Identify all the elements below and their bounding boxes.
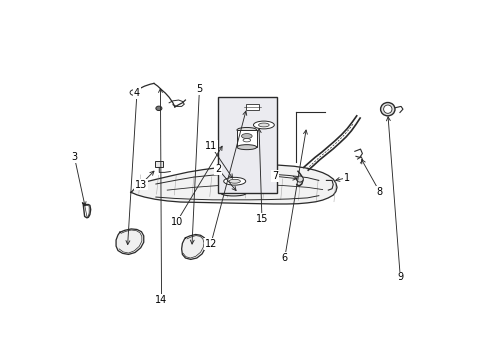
Text: 6: 6 — [281, 253, 287, 263]
Bar — [237, 130, 256, 147]
Polygon shape — [181, 234, 205, 260]
Ellipse shape — [253, 121, 274, 129]
Ellipse shape — [237, 145, 256, 150]
Ellipse shape — [228, 179, 240, 183]
Ellipse shape — [221, 191, 245, 196]
Text: 11: 11 — [204, 141, 217, 151]
Bar — [245, 104, 259, 110]
Circle shape — [156, 106, 162, 111]
Ellipse shape — [380, 103, 394, 116]
Text: 8: 8 — [376, 186, 382, 197]
Circle shape — [130, 90, 138, 95]
Ellipse shape — [383, 105, 391, 113]
Text: 12: 12 — [204, 239, 217, 249]
Text: 4: 4 — [134, 88, 140, 98]
Ellipse shape — [243, 139, 250, 142]
Text: 9: 9 — [396, 273, 403, 283]
Text: 15: 15 — [255, 214, 267, 224]
Ellipse shape — [258, 123, 268, 127]
Ellipse shape — [296, 176, 303, 182]
Bar — [218, 97, 277, 193]
Text: 13: 13 — [134, 180, 146, 190]
Polygon shape — [116, 229, 143, 255]
Text: 2: 2 — [215, 164, 221, 174]
Ellipse shape — [241, 134, 252, 139]
Text: 5: 5 — [196, 84, 202, 94]
Bar — [155, 161, 163, 167]
Text: 3: 3 — [71, 152, 77, 162]
Text: 7: 7 — [271, 171, 278, 181]
Ellipse shape — [223, 177, 245, 185]
Ellipse shape — [219, 165, 247, 171]
Text: 1: 1 — [344, 173, 349, 183]
Ellipse shape — [237, 127, 256, 132]
Polygon shape — [130, 165, 336, 204]
Text: 14: 14 — [155, 294, 167, 305]
Text: 10: 10 — [170, 217, 183, 227]
